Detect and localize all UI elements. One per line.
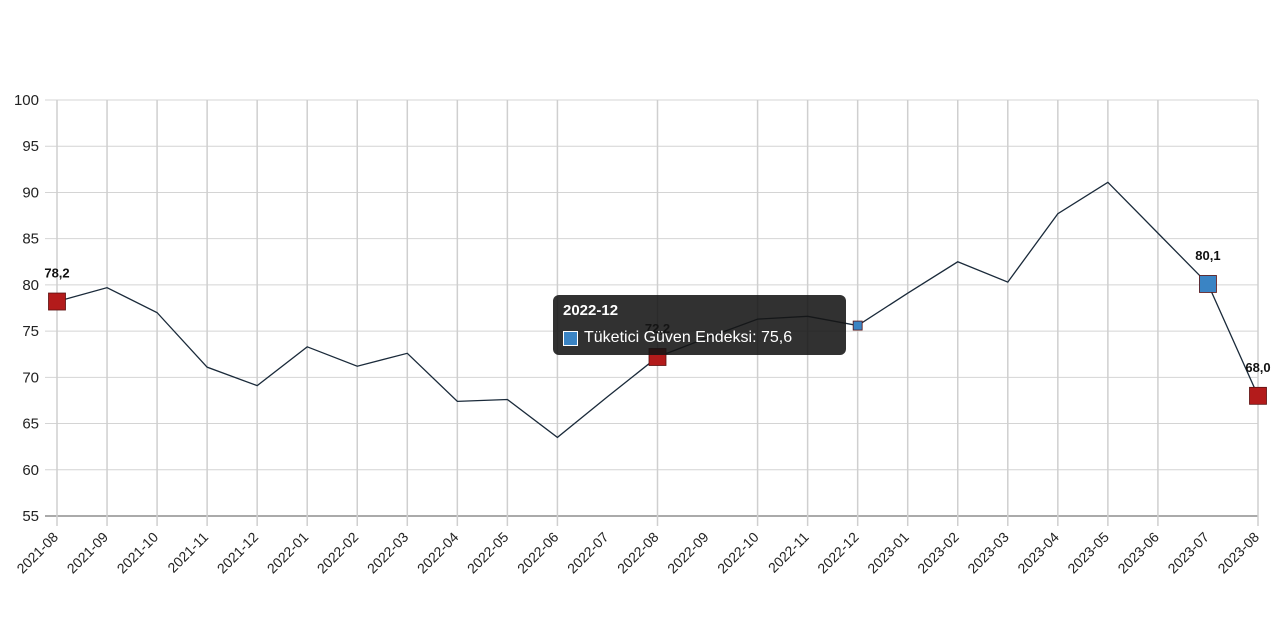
x-tick-label: 2021-12 <box>214 529 262 577</box>
x-tick-label: 2022-09 <box>664 529 712 577</box>
x-tick-label: 2022-01 <box>264 529 312 577</box>
data-value-label: 68,0 <box>1245 360 1270 375</box>
data-marker[interactable] <box>48 292 66 311</box>
x-axis: 2021-08 2021-09 2021-10 2021-11 2021-12 2022-… <box>13 529 1262 577</box>
x-tick-label: 2022-12 <box>814 529 862 577</box>
y-tick-label: 95 <box>22 138 39 155</box>
x-tick-label: 2022-05 <box>464 529 512 577</box>
y-tick-label: 85 <box>22 231 39 248</box>
data-value-label: 80,1 <box>1195 248 1220 263</box>
y-tick-label: 70 <box>22 369 39 386</box>
x-tick-label: 2022-04 <box>414 529 462 577</box>
x-tick-label: 2022-08 <box>614 529 662 577</box>
x-tick-label: 2021-10 <box>114 529 162 577</box>
x-tick-label: 2023-03 <box>964 529 1012 577</box>
x-tick-label: 2023-05 <box>1064 529 1112 577</box>
data-marker[interactable] <box>852 320 863 331</box>
x-tick-label: 2023-02 <box>914 529 962 577</box>
x-tick-label: 2023-06 <box>1114 529 1162 577</box>
y-tick-label: 55 <box>22 508 39 525</box>
tooltip-value: Tüketici Güven Endeksi: 75,6 <box>584 329 793 346</box>
x-tick-label: 2022-03 <box>364 529 412 577</box>
data-marker[interactable] <box>1199 275 1217 293</box>
x-tick-label: 2022-10 <box>714 529 762 577</box>
x-tick-label: 2021-08 <box>13 529 61 577</box>
data-marker[interactable] <box>1249 386 1267 405</box>
x-tick-label: 2023-07 <box>1164 529 1212 577</box>
x-tick-label: 2022-02 <box>314 529 362 577</box>
tooltip-row: Tüketici Güven Endeksi: 75,6 <box>563 325 836 351</box>
x-tick-label: 2021-09 <box>64 529 112 577</box>
tooltip-title: 2022-12 <box>563 302 619 319</box>
x-tick-label: 2023-01 <box>864 529 912 577</box>
series-swatch-icon <box>563 330 578 346</box>
data-value-label: 78,2 <box>44 266 69 281</box>
x-tick-label: 2021-11 <box>164 529 211 576</box>
x-tick-label: 2022-07 <box>564 529 612 577</box>
y-tick-label: 60 <box>22 462 39 479</box>
x-tick-label: 2022-06 <box>514 529 562 577</box>
y-tick-label: 90 <box>22 184 39 201</box>
y-tick-label: 65 <box>22 416 39 433</box>
x-tick-label: 2023-04 <box>1014 529 1062 577</box>
x-tick-label: 2023-08 <box>1214 529 1262 577</box>
y-tick-label: 80 <box>22 277 39 294</box>
y-tick-label: 75 <box>22 323 39 340</box>
y-axis: 100 95 90 85 80 75 70 65 60 55 <box>14 92 39 525</box>
y-tick-label: 100 <box>14 92 39 109</box>
tooltip: 2022-12 Tüketici Güven Endeksi: 75,6 <box>553 295 846 355</box>
x-tick-label: 2022-11 <box>765 529 812 576</box>
